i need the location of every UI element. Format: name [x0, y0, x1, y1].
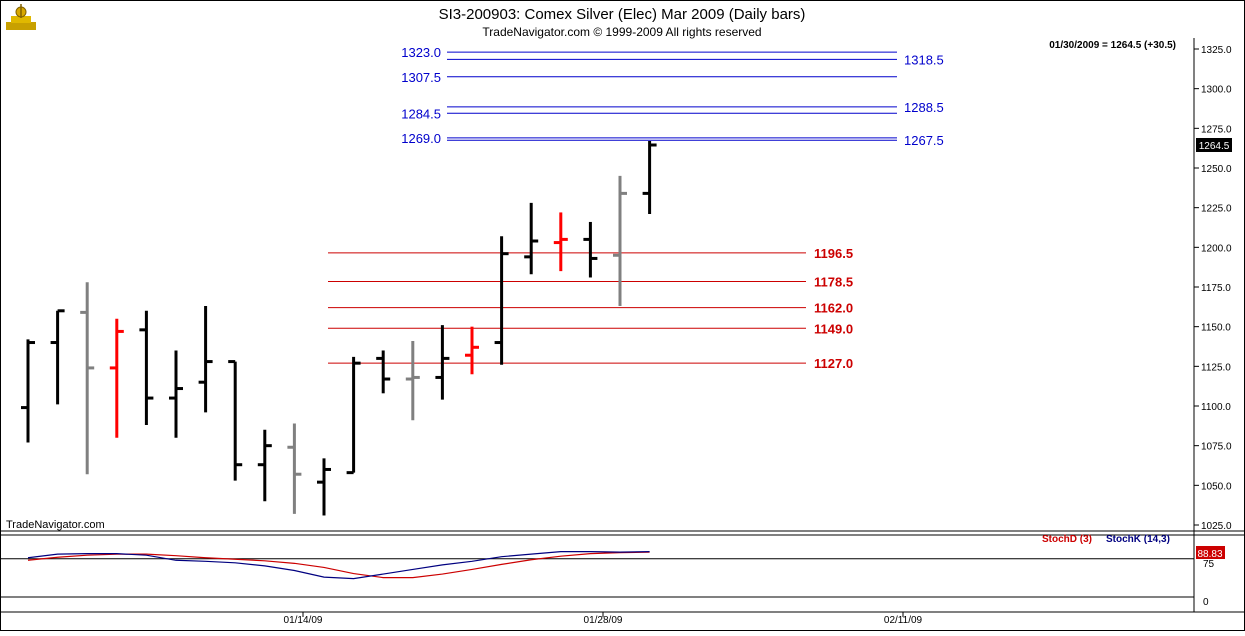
ohlc-bar [228, 360, 243, 481]
resistance-label: 1288.5 [904, 100, 944, 115]
stoch-last-tag-label: 88.83 [1197, 549, 1222, 560]
price-tick-label: 1225.0 [1201, 204, 1232, 215]
resistance-label: 1318.5 [904, 52, 944, 67]
ohlc-bar [198, 306, 213, 413]
ohlc-bar [169, 350, 183, 438]
ohlc-bar [80, 282, 95, 475]
price-tick-label: 1100.0 [1201, 402, 1231, 413]
stochastic-pane: 75 0 [0, 551, 1215, 608]
ohlc-bar [317, 458, 331, 516]
watermark: TradeNavigator.com [6, 519, 105, 531]
ohlc-bar [50, 309, 65, 405]
price-tick-label: 1275.0 [1201, 124, 1232, 135]
chart-subtitle: TradeNavigator.com © 1999-2009 All right… [482, 25, 761, 39]
price-tick-label: 1175.0 [1201, 283, 1231, 294]
resistance-label: 1307.5 [401, 70, 441, 85]
ohlc-bar [465, 326, 479, 375]
price-tick-label: 1200.0 [1201, 243, 1232, 254]
ohlc-bar [405, 340, 420, 421]
price-tick-label: 1125.0 [1201, 362, 1231, 373]
ohlc-bar [435, 325, 450, 400]
ohlc-bar [553, 212, 568, 272]
price-tick-label: 1300.0 [1201, 85, 1232, 96]
last-price-tag: 1264.5 [1196, 137, 1232, 152]
ohlc-bar [494, 236, 509, 365]
price-tick-label: 1150.0 [1201, 323, 1231, 334]
price-tick-label: 1025.0 [1201, 521, 1232, 532]
support-label: 1196.5 [814, 246, 853, 261]
ohlc-bar [376, 350, 391, 394]
price-tick-label: 1050.0 [1201, 481, 1232, 492]
price-bars [21, 141, 657, 516]
price-tick-label: 1325.0 [1201, 45, 1232, 56]
legend-stoch-k: StochK (14,3) [1106, 534, 1170, 545]
support-label: 1149.0 [814, 321, 853, 336]
stoch-tick-label: 0 [1203, 597, 1209, 608]
time-tick-label: 02/11/09 [884, 615, 923, 626]
price-tick-label: 1250.0 [1201, 164, 1232, 175]
last-price-tag-label: 1264.5 [1199, 141, 1230, 152]
legend-stoch-d: StochD (3) [1042, 534, 1092, 545]
stoch-last-tag: 88.83 [1196, 546, 1225, 560]
ohlc-bar [21, 339, 35, 443]
resistance-label: 1323.0 [401, 45, 441, 60]
stoch-k-line [27, 551, 650, 580]
ohlc-bar [139, 310, 154, 426]
time-tick-label: 01/14/09 [284, 615, 323, 626]
last-price-readout: 01/30/2009 = 1264.5 (+30.5) [1049, 40, 1176, 51]
ohlc-bar [583, 221, 598, 278]
stoch-tick-label: 75 [1203, 559, 1215, 570]
ohlc-bar [524, 202, 539, 275]
price-axis: 1025.0 1050.0 1075.0 1100.0 1125.0 1150.0 1175… [1194, 45, 1232, 532]
chart-title: SI3-200903: Comex Silver (Elec) Mar 2009… [439, 6, 806, 23]
price-tick-label: 1075.0 [1201, 442, 1232, 453]
support-label: 1127.0 [814, 356, 853, 371]
ohlc-bar [109, 318, 124, 438]
ohlc-bar [613, 175, 627, 307]
ohlc-bar [287, 423, 302, 514]
price-levels: 1323.0 1318.5 1307.5 1288.5 1284.5 1269.0 1267… [328, 45, 944, 371]
resistance-label: 1267.5 [904, 133, 944, 148]
ohlc-bar [642, 141, 657, 215]
time-axis: 01/14/09 01/28/09 02/11/09 [284, 612, 923, 626]
tradenavigator-logo-icon [6, 4, 36, 30]
resistance-label: 1269.0 [401, 131, 441, 146]
ohlc-bar [257, 429, 272, 502]
support-label: 1162.0 [814, 301, 853, 316]
support-label: 1178.5 [814, 274, 853, 289]
time-tick-label: 01/28/09 [584, 615, 623, 626]
ohlc-bar [346, 356, 361, 475]
resistance-label: 1284.5 [401, 106, 441, 121]
